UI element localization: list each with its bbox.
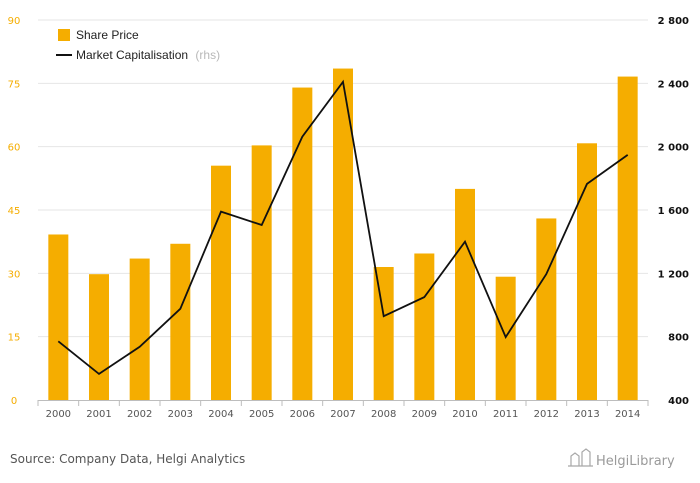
- bar-share-price-2012: [536, 218, 557, 400]
- y-left-tick-60: 60: [8, 143, 21, 154]
- x-tick-label-2012: 2012: [534, 409, 559, 420]
- legend: Share Price Market Capitalisation (rhs): [56, 28, 220, 62]
- y-right-tick-2400: 2 400: [658, 79, 689, 90]
- y-left-tick-45: 45: [8, 206, 21, 217]
- line-series-market-cap: [57, 79, 629, 376]
- x-tick-label-2010: 2010: [452, 409, 477, 420]
- y-left-tick-75: 75: [8, 79, 21, 90]
- x-tick-label-2011: 2011: [493, 409, 518, 420]
- logo-text: HelgiLibrary: [596, 454, 675, 469]
- right-axis-ticks: 400 800 1 200 1 600 2 000 2 400 2 800: [658, 16, 689, 407]
- legend-label-rhs: (rhs): [195, 48, 220, 62]
- bar-share-price-2000: [48, 234, 69, 400]
- y-left-tick-15: 15: [8, 333, 21, 344]
- y-left-tick-90: 90: [8, 16, 21, 27]
- x-tick-label-2009: 2009: [412, 409, 437, 420]
- bar-share-price-2010: [455, 188, 475, 400]
- bar-share-price-2008: [373, 267, 394, 400]
- x-tick-label-2002: 2002: [127, 409, 152, 420]
- x-tick-label-2004: 2004: [208, 409, 233, 420]
- x-tick-label-2001: 2001: [86, 409, 111, 420]
- svg-text:Market Capitalisation: Market Capitalisation (rhs): [76, 48, 220, 62]
- legend-swatch-share-price: [58, 29, 70, 41]
- bar-share-price-2005: [251, 145, 272, 400]
- legend-label-market-cap: Market Capitalisation: [76, 48, 188, 62]
- x-tick-label-2007: 2007: [330, 409, 355, 420]
- y-left-tick-30: 30: [8, 269, 21, 280]
- bar-series: [48, 68, 638, 401]
- library-building-icon: [568, 448, 593, 467]
- bar-share-price-2003: [170, 243, 191, 400]
- bar-share-price-2007: [333, 68, 353, 401]
- bar-share-price-2014: [617, 76, 638, 401]
- helgi-library-logo: HelgiLibrary: [568, 448, 675, 469]
- y-right-tick-1200: 1 200: [658, 269, 689, 280]
- left-axis-ticks: 0 15 30 45 60 75 90: [8, 16, 21, 407]
- y-right-tick-2000: 2 000: [658, 143, 689, 154]
- y-right-tick-800: 800: [668, 333, 689, 344]
- bar-share-price-2002: [129, 258, 150, 400]
- x-tick-label-2008: 2008: [371, 409, 396, 420]
- bar-share-price-2006: [292, 87, 313, 401]
- bar-share-price-2009: [414, 253, 435, 400]
- bar-share-price-2004: [211, 165, 231, 400]
- x-tick-label-2013: 2013: [574, 409, 599, 420]
- x-tick-label-2005: 2005: [249, 409, 274, 420]
- bar-share-price-2001: [89, 274, 109, 400]
- source-note: Source: Company Data, Helgi Analytics: [10, 452, 245, 466]
- x-tick-label-2000: 2000: [46, 409, 71, 420]
- y-right-tick-2800: 2 800: [658, 16, 689, 27]
- y-right-tick-400: 400: [668, 396, 689, 407]
- legend-label-share-price: Share Price: [76, 28, 139, 42]
- x-tick-label-2006: 2006: [290, 409, 315, 420]
- y-left-tick-0: 0: [11, 396, 17, 407]
- bar-share-price-2013: [577, 143, 597, 401]
- x-tick-label-2003: 2003: [168, 409, 193, 420]
- x-axis-ticks: 2000 2001 2002 2003 2004 2005 2006 2007 2008 2009…: [37, 400, 649, 420]
- x-tick-label-2014: 2014: [615, 409, 640, 420]
- y-right-tick-1600: 1 600: [658, 206, 689, 217]
